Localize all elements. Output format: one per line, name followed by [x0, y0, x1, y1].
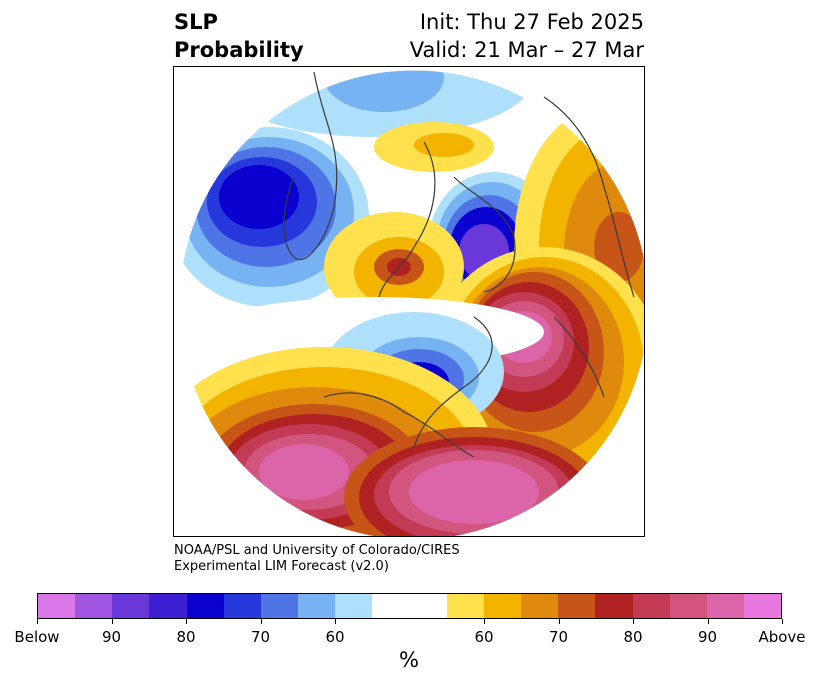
colorbar-tick-label: 60: [474, 628, 494, 646]
colorbar-segment: [446, 594, 484, 618]
colorbar-segment: [483, 594, 522, 618]
credit-text: NOAA/PSL and University of Colorado/CIRE…: [174, 543, 460, 575]
colorbar-segment: [595, 594, 633, 618]
colorbar-tick-mark: [633, 619, 634, 624]
init-date: Init: Thu 27 Feb 2025: [419, 10, 644, 34]
colorbar-tick-mark: [186, 619, 187, 624]
colorbar-tick-mark: [260, 619, 262, 624]
colorbar-tick-label: 80: [176, 628, 196, 646]
probability-field: [179, 70, 644, 536]
colorbar-tick-label: Above: [758, 628, 806, 646]
colorbar-tick-mark: [335, 619, 336, 624]
polar-map-svg: [178, 69, 644, 536]
colorbar: [37, 593, 782, 619]
colorbar-segment: [558, 594, 596, 618]
forecast-dates: Init: Thu 27 Feb 2025 Valid: 21 Mar – 27…: [410, 8, 644, 64]
colorbar-segment: [335, 594, 373, 618]
colorbar-segment: [521, 594, 559, 618]
colorbar-tick-label: 60: [325, 628, 345, 646]
colorbar-segment: [223, 594, 261, 618]
title-line-1: SLP: [174, 10, 218, 34]
colorbar-segment: [38, 594, 76, 618]
colorbar-segment: [743, 594, 782, 618]
colorbar-tick-mark: [111, 619, 113, 624]
colorbar-tick-label: 70: [548, 628, 569, 646]
colorbar-tick-label: 90: [101, 628, 122, 646]
coastlines: [283, 71, 635, 458]
map-boundary: [178, 69, 644, 536]
colorbar-segment: [75, 594, 113, 618]
colorbar-segment: [372, 594, 410, 618]
colorbar-segment: [409, 594, 447, 618]
credit-line-1: NOAA/PSL and University of Colorado/CIRE…: [174, 543, 460, 558]
valid-range: Valid: 21 Mar – 27 Mar: [409, 38, 644, 62]
colorbar-tick-label: 80: [623, 628, 643, 646]
colorbar-tick-mark: [707, 619, 709, 624]
title-line-2: Probability: [174, 38, 304, 62]
colorbar-segment: [149, 594, 187, 618]
colorbar-segment: [112, 594, 150, 618]
colorbar-segment: [706, 594, 744, 618]
colorbar-tick-mark: [484, 619, 485, 624]
colorbar-tick-mark: [558, 619, 560, 624]
map-title: SLP Probability: [174, 8, 304, 64]
colorbar-tick-label: 70: [250, 628, 271, 646]
colorbar-tick-mark: [37, 619, 38, 624]
colorbar-segment: [632, 594, 670, 618]
polar-map: [173, 66, 645, 537]
colorbar-tick-mark: [782, 619, 783, 624]
credit-line-2: Experimental LIM Forecast (v2.0): [174, 559, 389, 574]
colorbar-segment: [186, 594, 224, 618]
colorbar-unit-label: %: [399, 648, 419, 672]
colorbar-segment: [669, 594, 707, 618]
colorbar-tick-label: Below: [14, 628, 60, 646]
colorbar-tick-label: 90: [697, 628, 718, 646]
colorbar-segment: [298, 594, 336, 618]
colorbar-segment: [260, 594, 299, 618]
